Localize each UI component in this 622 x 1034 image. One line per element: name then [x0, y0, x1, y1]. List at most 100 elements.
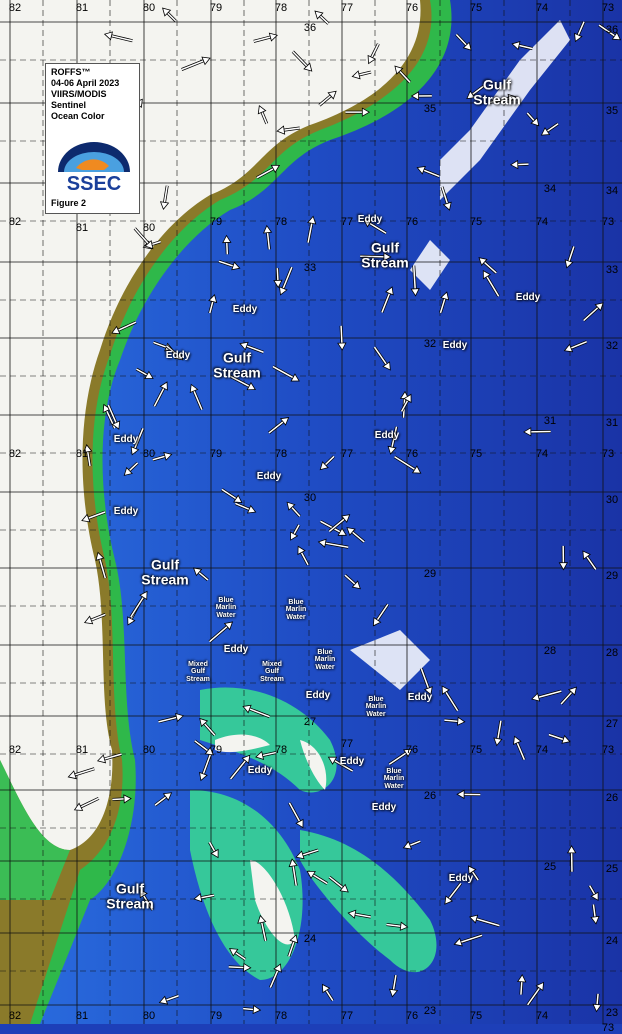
eddy-label: Eddy [306, 691, 330, 702]
legend-line: Sentinel [51, 100, 134, 111]
latitude-label: 31 [544, 415, 556, 427]
longitude-label: 75 [470, 448, 482, 460]
longitude-label: 82 [9, 2, 21, 14]
latitude-label: 36 [304, 22, 316, 34]
blue-marlin-water-label: Blue Marlin Water [377, 768, 411, 790]
longitude-label: 82 [9, 216, 21, 228]
longitude-label: 81 [76, 744, 88, 756]
longitude-label: 82 [9, 744, 21, 756]
eddy-label: Eddy [233, 305, 257, 316]
longitude-label: 80 [143, 2, 155, 14]
mixed-gulf-stream-label: Mixed Gulf Stream [181, 661, 215, 683]
longitude-label: 79 [210, 1010, 222, 1022]
longitude-label: 73 [602, 448, 614, 460]
latitude-label: 34 [606, 185, 618, 197]
longitude-label: 75 [470, 216, 482, 228]
longitude-label: 75 [470, 2, 482, 14]
blue-marlin-water-label: Blue Marlin Water [279, 599, 313, 621]
latitude-label: 35 [606, 105, 618, 117]
gulf-stream-label: Gulf Stream [207, 350, 267, 379]
legend-line: ROFFS™ [51, 67, 134, 78]
eddy-label: Eddy [257, 472, 281, 483]
longitude-label: 79 [210, 448, 222, 460]
eddy-label: Eddy [340, 757, 364, 768]
latitude-label: 36 [606, 24, 618, 36]
longitude-label: 77 [341, 738, 353, 750]
latitude-label: 29 [424, 568, 436, 580]
latitude-label: 28 [544, 645, 556, 657]
longitude-label: 76 [406, 448, 418, 460]
gulf-stream-label: Gulf Stream [467, 77, 527, 106]
mixed-gulf-stream-label: Mixed Gulf Stream [255, 661, 289, 683]
legend-line: 04-06 April 2023 [51, 78, 134, 89]
latitude-label: 25 [606, 863, 618, 875]
longitude-label: 76 [406, 744, 418, 756]
legend-box: ROFFS™ 04-06 April 2023 VIIRS/MODIS Sent… [45, 63, 140, 214]
longitude-label: 73 [602, 216, 614, 228]
figure-label: Figure 2 [51, 198, 86, 209]
longitude-label: 77 [341, 1010, 353, 1022]
eddy-label: Eddy [516, 293, 540, 304]
longitude-label: 80 [143, 448, 155, 460]
ssec-logo: SSEC [54, 138, 134, 194]
latitude-label: 35 [424, 103, 436, 115]
latitude-label: 31 [606, 417, 618, 429]
longitude-label: 75 [470, 1010, 482, 1022]
latitude-label: 32 [606, 340, 618, 352]
longitude-label: 74 [536, 744, 548, 756]
latitude-label: 29 [606, 570, 618, 582]
blue-marlin-water-label: Blue Marlin Water [308, 649, 342, 671]
longitude-label: 76 [406, 2, 418, 14]
latitude-label: 24 [606, 935, 618, 947]
gulf-stream-label: Gulf Stream [100, 881, 160, 910]
longitude-label: 79 [210, 2, 222, 14]
longitude-label: 79 [210, 216, 222, 228]
latitude-label: 25 [544, 861, 556, 873]
longitude-label: 80 [143, 744, 155, 756]
longitude-label: 76 [406, 1010, 418, 1022]
latitude-label: 26 [424, 790, 436, 802]
latitude-label: 33 [606, 264, 618, 276]
eddy-label: Eddy [372, 803, 396, 814]
longitude-label: 78 [275, 744, 287, 756]
eddy-label: Eddy [408, 693, 432, 704]
longitude-label: 81 [76, 448, 88, 460]
longitude-label: 82 [9, 1010, 21, 1022]
longitude-label: 81 [76, 2, 88, 14]
latitude-label: 28 [606, 647, 618, 659]
latitude-label: 30 [606, 494, 618, 506]
longitude-label: 80 [143, 1010, 155, 1022]
longitude-label: 77 [341, 448, 353, 460]
eddy-label: Eddy [166, 351, 190, 362]
latitude-label: 26 [606, 792, 618, 804]
longitude-label: 81 [76, 1010, 88, 1022]
eddy-label: Eddy [443, 341, 467, 352]
longitude-label: 82 [9, 448, 21, 460]
eddy-label: Eddy [358, 215, 382, 226]
svg-text:SSEC: SSEC [67, 173, 121, 194]
eddy-label: Eddy [114, 507, 138, 518]
latitude-label: 34 [544, 183, 556, 195]
longitude-label: 81 [76, 222, 88, 234]
eddy-label: Eddy [449, 874, 473, 885]
gulf-stream-label: Gulf Stream [135, 557, 195, 586]
latitude-label: 30 [304, 492, 316, 504]
longitude-label: 78 [275, 448, 287, 460]
legend-line: VIIRS/MODIS [51, 89, 134, 100]
longitude-label: 73 [602, 2, 614, 14]
eddy-label: Eddy [375, 431, 399, 442]
longitude-label: 73 [602, 744, 614, 756]
legend-line: Ocean Color [51, 111, 134, 122]
longitude-label: 80 [143, 222, 155, 234]
latitude-label: 33 [304, 262, 316, 274]
longitude-label: 74 [536, 1010, 548, 1022]
longitude-label: 77 [341, 216, 353, 228]
longitude-label: 74 [536, 448, 548, 460]
longitude-label: 77 [341, 2, 353, 14]
latitude-label: 27 [304, 716, 316, 728]
longitude-label: 78 [275, 2, 287, 14]
longitude-label: 74 [536, 216, 548, 228]
longitude-label: 76 [406, 216, 418, 228]
latitude-label: 23 [606, 1007, 618, 1019]
gulf-stream-label: Gulf Stream [355, 240, 415, 269]
